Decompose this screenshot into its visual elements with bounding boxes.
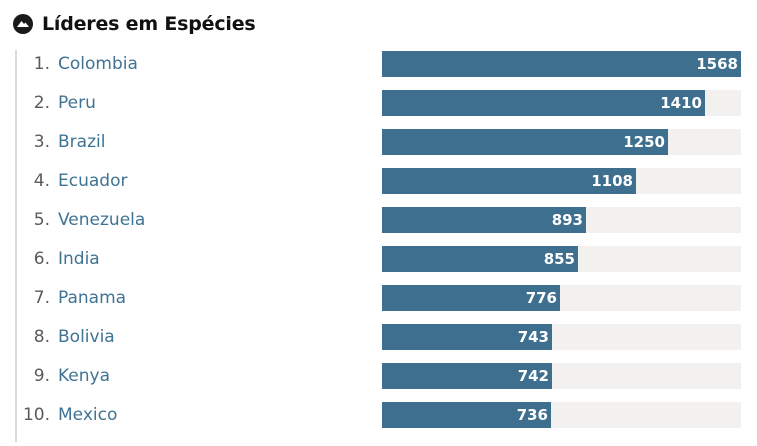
value-label: 742 xyxy=(517,367,549,385)
value-label: 743 xyxy=(517,328,549,346)
value-label: 736 xyxy=(516,406,548,424)
chart-row: 8. Bolivia 743 xyxy=(0,324,757,350)
bar-mark xyxy=(382,363,552,389)
mountain-pin-icon xyxy=(13,14,33,34)
bar-mark xyxy=(382,129,668,155)
bar-mark xyxy=(382,402,551,428)
rank-label: 6. xyxy=(33,249,50,269)
bar-mark xyxy=(382,207,586,233)
country-label: India xyxy=(58,249,100,269)
chart-row: 6. India 855 xyxy=(0,246,757,272)
bar-track: 743 xyxy=(382,324,741,350)
value-label: 1568 xyxy=(696,55,738,73)
bar-track: 1108 xyxy=(382,168,741,194)
country-label: Colombia xyxy=(58,54,138,74)
bar-mark xyxy=(382,246,578,272)
rank-label: 3. xyxy=(33,132,50,152)
chart-row: 7. Panama 776 xyxy=(0,285,757,311)
country-label: Mexico xyxy=(58,405,118,425)
rank-label: 8. xyxy=(33,327,50,347)
chart-header: Líderes em Espécies xyxy=(12,10,256,38)
value-label: 1250 xyxy=(623,133,665,151)
chart-row: 4. Ecuador 1108 xyxy=(0,168,757,194)
bar-mark xyxy=(382,51,741,77)
country-label: Kenya xyxy=(58,366,111,386)
bar-track: 1410 xyxy=(382,90,741,116)
value-label: 1410 xyxy=(660,94,702,112)
country-label: Peru xyxy=(58,93,96,113)
rank-label: 2. xyxy=(33,93,50,113)
rank-label: 10. xyxy=(22,405,50,425)
chart-row: 3. Brazil 1250 xyxy=(0,129,757,155)
chart-row: 5. Venezuela 893 xyxy=(0,207,757,233)
chart-title: Líderes em Espécies xyxy=(42,13,256,35)
bar-track: 776 xyxy=(382,285,741,311)
country-label: Bolivia xyxy=(58,327,115,347)
bar-track: 742 xyxy=(382,363,741,389)
value-label: 855 xyxy=(543,250,575,268)
rank-label: 5. xyxy=(33,210,50,230)
chart-row: 1. Colombia 1568 xyxy=(0,51,757,77)
country-label: Panama xyxy=(58,288,127,308)
bar-mark xyxy=(382,285,560,311)
rank-label: 4. xyxy=(33,171,50,191)
rank-label: 9. xyxy=(33,366,50,386)
bar-track: 736 xyxy=(382,402,741,428)
bar-mark xyxy=(382,168,636,194)
chart-row: 9. Kenya 742 xyxy=(0,363,757,389)
bar-track: 855 xyxy=(382,246,741,272)
value-label: 776 xyxy=(525,289,557,307)
chart-row: 10. Mexico 736 xyxy=(0,402,757,428)
country-label: Venezuela xyxy=(58,210,146,230)
bar-mark xyxy=(382,324,552,350)
value-label: 1108 xyxy=(591,172,633,190)
left-divider xyxy=(15,50,17,442)
rank-label: 7. xyxy=(33,288,50,308)
chart-row: 2. Peru 1410 xyxy=(0,90,757,116)
bar-track: 1568 xyxy=(382,51,741,77)
country-label: Brazil xyxy=(58,132,106,152)
country-label: Ecuador xyxy=(58,171,128,191)
rank-label: 1. xyxy=(33,54,50,74)
bar-mark xyxy=(382,90,705,116)
bar-track: 893 xyxy=(382,207,741,233)
value-label: 893 xyxy=(551,211,583,229)
bar-track: 1250 xyxy=(382,129,741,155)
